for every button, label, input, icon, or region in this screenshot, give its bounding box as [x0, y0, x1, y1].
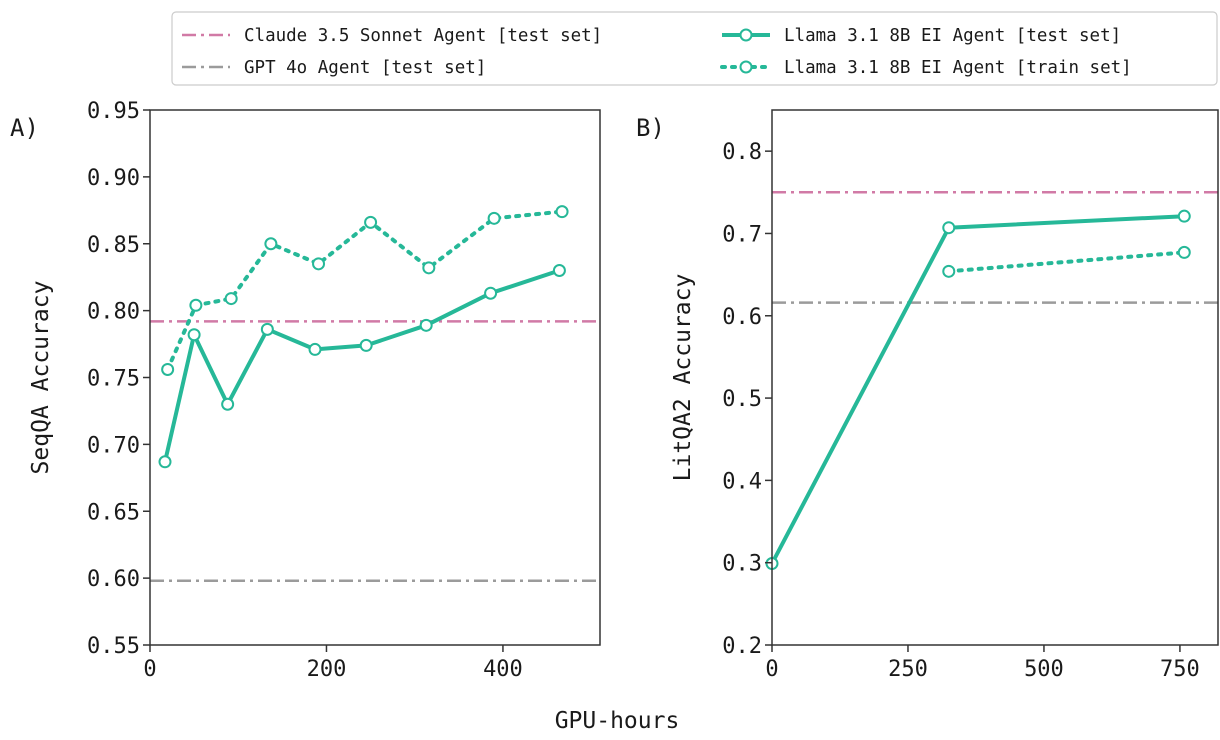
panel-label: B): [636, 114, 665, 142]
data-point-test: [1177, 209, 1191, 223]
data-point-train: [364, 215, 378, 229]
y-axis-title: SeqQA Accuracy: [28, 281, 54, 475]
legend-frame: [171, 11, 1218, 86]
data-point-train: [264, 237, 278, 251]
legend-label: Claude 3.5 Sonnet Agent [test set]: [244, 26, 602, 46]
y-tick-label: 0.7: [722, 222, 762, 247]
data-point-train: [555, 205, 569, 219]
y-tick-label: 0.65: [87, 500, 140, 525]
legend: Claude 3.5 Sonnet Agent [test set] GPT 4o…: [171, 11, 1218, 86]
x-axis-title: GPU-hours: [555, 708, 680, 734]
x-tick-label: 250: [888, 657, 928, 682]
legend-label: Llama 3.1 8B EI Agent [test set]: [784, 26, 1121, 46]
series-line-train: [165, 209, 565, 372]
panel-b: 0 250 500 750 0.2 0.3 0.4 0.5 0.6 0.7 0.8 LitQA2 Ac…: [636, 109, 1219, 682]
y-tick-label: 0.8: [722, 140, 762, 165]
legend-label: Llama 3.1 8B EI Agent [train set]: [784, 58, 1132, 78]
data-point-test: [484, 286, 498, 300]
x-tick-label: 0: [765, 657, 778, 682]
data-point-test: [221, 397, 235, 411]
y-tick-label: 0.55: [87, 634, 140, 659]
legend-entry: Llama 3.1 8B EI Agent [train set]: [720, 58, 1132, 78]
data-point-test: [552, 264, 566, 277]
series-line-train: [946, 250, 1187, 274]
data-point-train: [189, 298, 203, 312]
legend-entry: GPT 4o Agent [test set]: [182, 58, 486, 78]
y-tick-label: 0.60: [87, 567, 140, 592]
x-tick-label: 200: [307, 657, 347, 682]
legend-marker: [739, 60, 753, 74]
data-point-test: [942, 221, 956, 235]
legend-entry: Llama 3.1 8B EI Agent [test set]: [722, 26, 1121, 46]
x-tick-label: 500: [1024, 657, 1064, 682]
data-point-test: [359, 338, 373, 352]
data-point-train: [422, 261, 436, 275]
y-tick-label: 0.85: [87, 233, 140, 258]
y-axis-title: LitQA2 Accuracy: [670, 274, 696, 482]
x-tick-label: 750: [1160, 657, 1200, 682]
data-point-train: [161, 362, 175, 376]
legend-marker: [739, 28, 753, 42]
y-tick-label: 0.3: [722, 552, 762, 577]
data-point-test: [308, 342, 322, 356]
data-point-train: [224, 292, 238, 306]
y-tick-label: 0.95: [87, 99, 140, 124]
data-point-test: [260, 322, 274, 336]
panel-label: A): [10, 114, 39, 142]
y-tick-label: 0.75: [87, 367, 140, 392]
y-tick-label: 0.4: [722, 469, 762, 494]
legend-entry: Claude 3.5 Sonnet Agent [test set]: [182, 26, 602, 46]
y-tick-label: 0.80: [87, 300, 140, 325]
panel-a: 0 200 400 0.55 0.60 0.65 0.70 0.75 0.80 0.85 0.90 0…: [10, 99, 601, 682]
data-point-train: [312, 257, 326, 271]
y-tick-label: 0.5: [722, 387, 762, 412]
x-tick-label: 400: [483, 657, 523, 682]
data-point-train: [942, 264, 956, 278]
data-point-test: [158, 455, 172, 469]
x-tick-label: 0: [143, 657, 156, 682]
legend-label: GPT 4o Agent [test set]: [244, 58, 486, 78]
plot-frame: [771, 109, 1219, 646]
y-tick-label: 0.6: [722, 305, 762, 330]
data-point-train: [487, 211, 501, 225]
plot-frame: [149, 109, 601, 646]
y-tick-label: 0.90: [87, 166, 140, 191]
data-point-test: [187, 328, 201, 342]
y-tick-label: 0.2: [722, 634, 762, 659]
data-point-test: [419, 318, 433, 332]
y-tick-label: 0.70: [87, 433, 140, 458]
data-point-train: [1177, 245, 1191, 259]
